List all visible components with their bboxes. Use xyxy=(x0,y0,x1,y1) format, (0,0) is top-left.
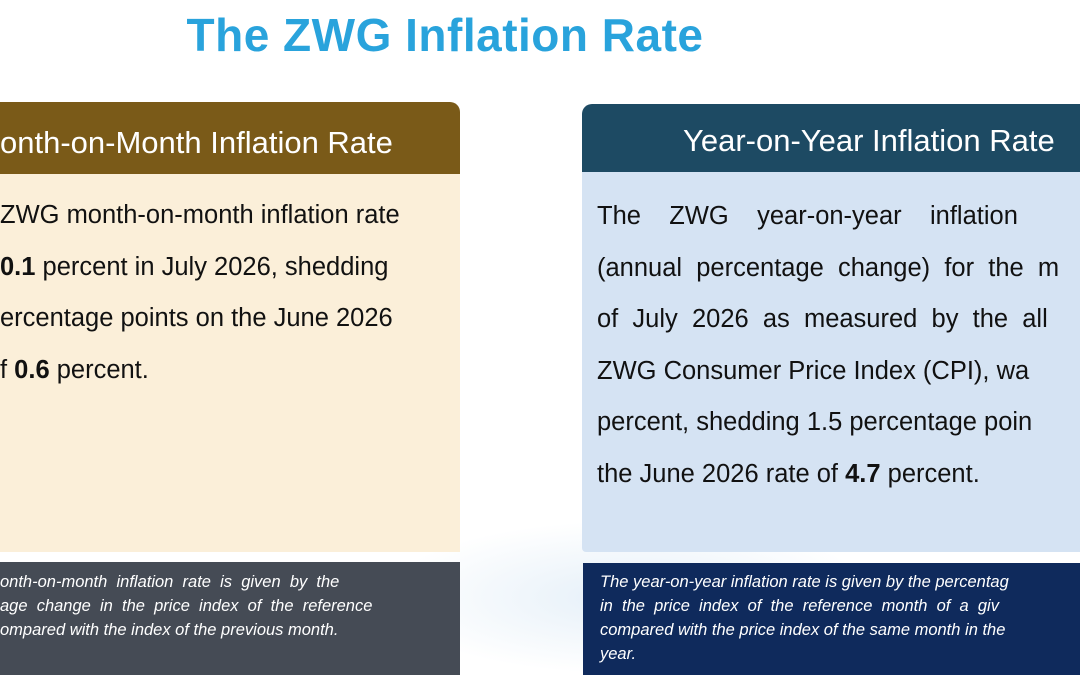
mom-line: 0.1 percent in July 2026, shedding xyxy=(0,252,389,281)
page-title: The ZWG Inflation Rate xyxy=(186,9,704,61)
mom-note-line: ompared with the index of the previous m… xyxy=(0,621,339,639)
yoy-header: Year-on-Year Inflation Rate xyxy=(582,104,1080,172)
mom-header-label: onth-on-Month Inflation Rate xyxy=(0,125,393,160)
yoy-note-line: year. xyxy=(600,645,637,663)
mom-body xyxy=(0,174,460,552)
yoy-body-text: The ZWG year-on-year inflation (annual pe… xyxy=(597,191,1080,500)
mom-definition-note: onth-on-month inflation rate is given by… xyxy=(0,562,460,675)
yoy-highlight-value: 4.7 xyxy=(845,459,881,488)
mom-highlight-value: 0.1 xyxy=(0,252,36,281)
yoy-line: the June 2026 rate of 4.7 percent. xyxy=(597,459,980,488)
mom-header: onth-on-Month Inflation Rate xyxy=(0,102,460,174)
mom-line: f 0.6 percent. xyxy=(0,355,149,384)
yoy-definition-note: The year-on-year inflation rate is given… xyxy=(583,563,1080,675)
yoy-line: The ZWG year-on-year inflation xyxy=(597,202,1018,230)
yoy-line: ZWG Consumer Price Index (CPI), wa xyxy=(597,356,1030,385)
yoy-body xyxy=(582,172,1080,552)
yoy-note-line: The year-on-year inflation rate is given… xyxy=(600,573,1009,591)
mom-line: ercentage points on the June 2026 xyxy=(0,304,393,332)
yoy-line: (annual percentage change) for the m xyxy=(597,253,1060,282)
mom-note-line: onth-on-month inflation rate is given by… xyxy=(0,573,340,591)
mom-line: ZWG month-on-month inflation rate xyxy=(0,201,400,229)
yoy-line: percent, shedding 1.5 percentage poin xyxy=(597,408,1033,436)
yoy-note-line: compared with the price index of the sam… xyxy=(600,621,1006,639)
mom-highlight-value: 0.6 xyxy=(14,355,50,384)
mom-note-line: age change in the price index of the ref… xyxy=(0,597,373,615)
mom-panel: onth-on-Month Inflation Rate ZWG month-o… xyxy=(0,102,460,552)
yoy-note-line: in the price index of the reference mont… xyxy=(600,597,999,615)
yoy-header-label: Year-on-Year Inflation Rate xyxy=(683,123,1055,158)
yoy-line: of July 2026 as measured by the all xyxy=(597,305,1048,333)
yoy-panel: Year-on-Year Inflation Rate The ZWG year… xyxy=(582,104,1080,552)
mom-body-text: ZWG month-on-month inflation rate 0.1 per… xyxy=(0,190,444,396)
